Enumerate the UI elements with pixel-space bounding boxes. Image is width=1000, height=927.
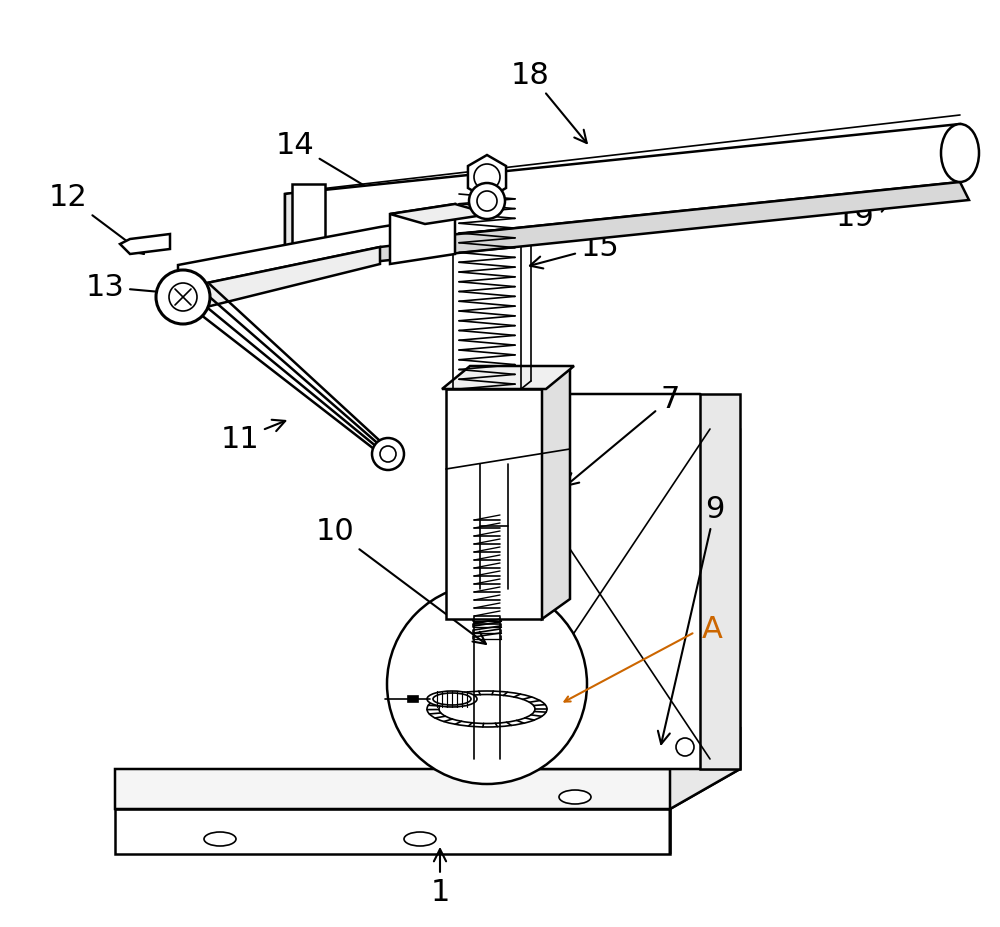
Text: 7: 7 [566, 385, 680, 486]
Circle shape [156, 271, 210, 324]
Text: 18: 18 [511, 60, 587, 144]
Text: 11: 11 [221, 420, 285, 454]
Polygon shape [178, 248, 380, 314]
Ellipse shape [404, 832, 436, 846]
Polygon shape [408, 696, 418, 703]
Text: 12: 12 [49, 184, 144, 255]
Circle shape [474, 165, 500, 191]
Circle shape [469, 184, 505, 220]
Text: 1: 1 [430, 849, 450, 907]
Polygon shape [700, 395, 740, 769]
Polygon shape [115, 809, 670, 854]
Circle shape [676, 738, 694, 756]
Polygon shape [285, 190, 320, 258]
Text: 19: 19 [836, 201, 890, 233]
Circle shape [380, 447, 396, 463]
Polygon shape [460, 395, 740, 769]
Text: 10: 10 [316, 517, 486, 644]
Circle shape [372, 438, 404, 471]
Polygon shape [120, 235, 170, 255]
Circle shape [477, 192, 497, 211]
Circle shape [169, 284, 197, 311]
Text: 14: 14 [276, 131, 416, 217]
Ellipse shape [941, 125, 979, 183]
Text: 13: 13 [86, 273, 178, 302]
Polygon shape [115, 730, 740, 809]
Polygon shape [178, 220, 430, 289]
Text: 15: 15 [530, 234, 619, 269]
Polygon shape [446, 389, 542, 619]
Polygon shape [468, 156, 506, 200]
Text: 9: 9 [658, 495, 725, 744]
Ellipse shape [427, 692, 477, 707]
Polygon shape [542, 370, 570, 619]
Polygon shape [390, 205, 455, 265]
Polygon shape [390, 205, 490, 224]
Polygon shape [670, 730, 740, 854]
Polygon shape [285, 125, 960, 253]
Circle shape [387, 584, 587, 784]
Polygon shape [442, 366, 574, 389]
Ellipse shape [559, 790, 591, 804]
Text: A: A [702, 615, 722, 644]
Polygon shape [285, 183, 969, 271]
Ellipse shape [204, 832, 236, 846]
Polygon shape [292, 184, 325, 262]
